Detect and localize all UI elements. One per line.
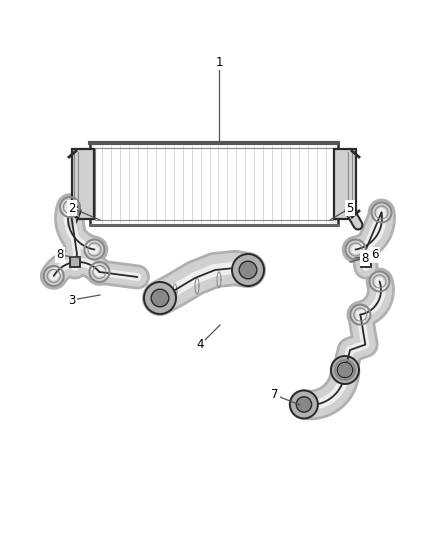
- Circle shape: [151, 289, 169, 307]
- Text: 4: 4: [196, 338, 204, 351]
- Circle shape: [331, 356, 359, 384]
- Circle shape: [296, 397, 311, 412]
- Circle shape: [239, 261, 257, 279]
- Circle shape: [337, 362, 353, 378]
- Circle shape: [144, 282, 176, 314]
- Text: 8: 8: [361, 252, 369, 264]
- FancyBboxPatch shape: [72, 149, 94, 219]
- Text: 5: 5: [346, 201, 354, 214]
- FancyBboxPatch shape: [334, 149, 356, 219]
- FancyBboxPatch shape: [70, 257, 80, 267]
- Text: 2: 2: [68, 201, 76, 214]
- Text: 6: 6: [371, 248, 379, 262]
- Text: 7: 7: [271, 389, 279, 401]
- Circle shape: [290, 391, 318, 418]
- Text: 8: 8: [57, 248, 64, 262]
- FancyBboxPatch shape: [361, 257, 371, 267]
- Text: 3: 3: [68, 294, 76, 306]
- Text: 1: 1: [215, 55, 223, 69]
- Circle shape: [232, 254, 264, 286]
